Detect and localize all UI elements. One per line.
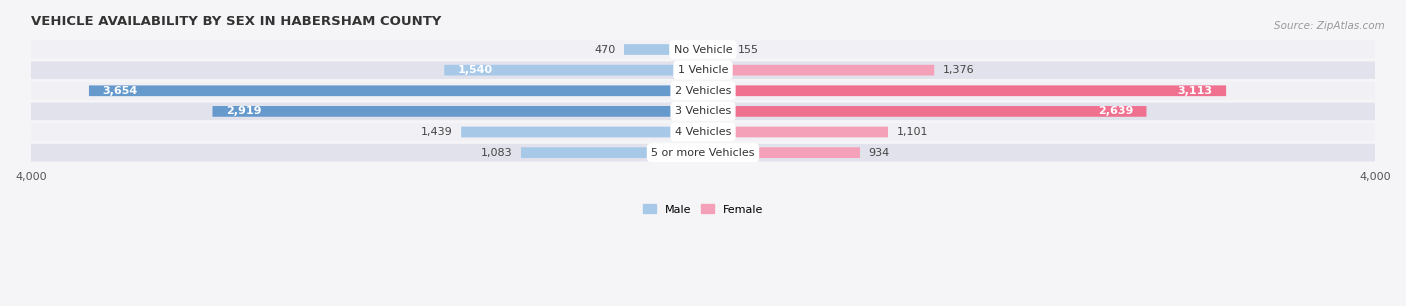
Text: No Vehicle: No Vehicle — [673, 44, 733, 54]
FancyBboxPatch shape — [703, 147, 860, 158]
Text: 5 or more Vehicles: 5 or more Vehicles — [651, 147, 755, 158]
Text: 2,919: 2,919 — [226, 106, 262, 116]
Text: 1,083: 1,083 — [481, 147, 513, 158]
FancyBboxPatch shape — [703, 65, 934, 76]
FancyBboxPatch shape — [703, 127, 889, 137]
Text: 4 Vehicles: 4 Vehicles — [675, 127, 731, 137]
FancyBboxPatch shape — [31, 144, 1375, 161]
Text: 2,639: 2,639 — [1098, 106, 1133, 116]
FancyBboxPatch shape — [444, 65, 703, 76]
FancyBboxPatch shape — [31, 82, 1375, 99]
Text: 1 Vehicle: 1 Vehicle — [678, 65, 728, 75]
Legend: Male, Female: Male, Female — [638, 200, 768, 219]
FancyBboxPatch shape — [522, 147, 703, 158]
Text: 155: 155 — [738, 44, 758, 54]
FancyBboxPatch shape — [703, 44, 730, 55]
Text: 2 Vehicles: 2 Vehicles — [675, 86, 731, 96]
Text: 1,540: 1,540 — [457, 65, 492, 75]
FancyBboxPatch shape — [31, 41, 1375, 58]
Text: 1,376: 1,376 — [942, 65, 974, 75]
FancyBboxPatch shape — [89, 85, 703, 96]
Text: 934: 934 — [869, 147, 890, 158]
FancyBboxPatch shape — [31, 123, 1375, 141]
FancyBboxPatch shape — [703, 85, 1226, 96]
FancyBboxPatch shape — [461, 127, 703, 137]
FancyBboxPatch shape — [624, 44, 703, 55]
Text: 1,101: 1,101 — [897, 127, 928, 137]
Text: 470: 470 — [595, 44, 616, 54]
Text: 3,113: 3,113 — [1178, 86, 1213, 96]
Text: 3,654: 3,654 — [103, 86, 138, 96]
FancyBboxPatch shape — [31, 103, 1375, 120]
Text: Source: ZipAtlas.com: Source: ZipAtlas.com — [1274, 21, 1385, 32]
FancyBboxPatch shape — [31, 62, 1375, 79]
FancyBboxPatch shape — [212, 106, 703, 117]
Text: VEHICLE AVAILABILITY BY SEX IN HABERSHAM COUNTY: VEHICLE AVAILABILITY BY SEX IN HABERSHAM… — [31, 15, 441, 28]
Text: 1,439: 1,439 — [420, 127, 453, 137]
FancyBboxPatch shape — [703, 106, 1146, 117]
Text: 3 Vehicles: 3 Vehicles — [675, 106, 731, 116]
